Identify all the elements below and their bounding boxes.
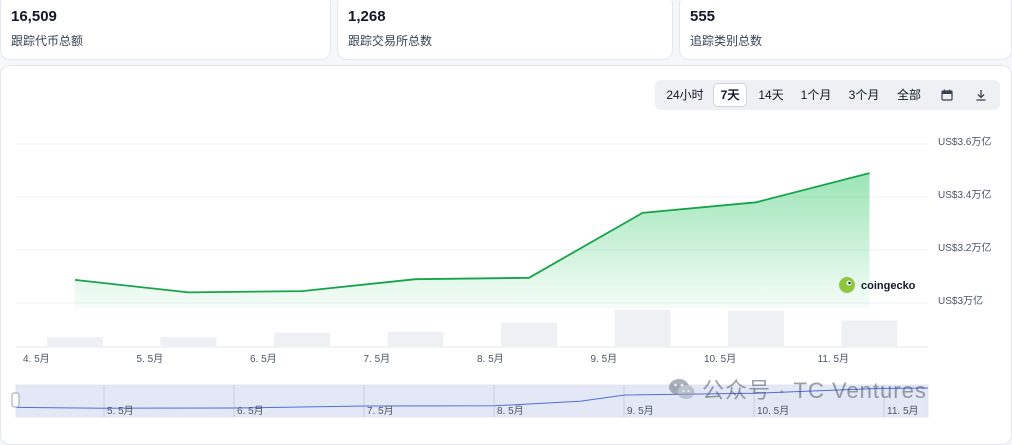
y-tick-label: US$3万亿 bbox=[938, 294, 983, 307]
y-tick-label: US$3.6万亿 bbox=[938, 135, 991, 148]
coingecko-logo-text: coingecko bbox=[861, 280, 916, 292]
stat-card-categories: 555 追踪类别总数 bbox=[679, 0, 1012, 60]
x-tick-label: 5. 5月 bbox=[137, 353, 164, 365]
download-button[interactable] bbox=[967, 83, 995, 107]
volume-bar bbox=[160, 337, 217, 347]
watermark: 公众号 · TC Ventures bbox=[668, 374, 927, 404]
market-cap-chart: US$3万亿 US$3.2万亿 US$3.4万亿 US$3.6万亿 4. 5月 5. 5… bbox=[11, 135, 991, 418]
stat-value: 1,268 bbox=[348, 8, 386, 25]
calendar-button[interactable] bbox=[933, 83, 961, 107]
range-all-button[interactable]: 全部 bbox=[896, 88, 921, 102]
y-tick-label: US$3.4万亿 bbox=[938, 188, 991, 201]
navigator-tick-label: 9. 5月 bbox=[627, 405, 654, 417]
x-tick-label: 6. 5月 bbox=[250, 353, 277, 365]
range-3m-button[interactable]: 3个月 bbox=[848, 88, 880, 102]
coingecko-logo-icon bbox=[839, 277, 855, 293]
x-tick-label: 10. 5月 bbox=[704, 353, 736, 365]
stat-value: 16,509 bbox=[11, 8, 57, 25]
market-cap-line bbox=[74, 172, 870, 294]
stat-label: 跟踪交易所总数 bbox=[348, 34, 433, 48]
y-tick-label: US$3.2万亿 bbox=[938, 241, 991, 254]
navigator-tick-label: 7. 5月 bbox=[367, 405, 394, 417]
volume-bar bbox=[274, 332, 330, 347]
stat-label: 追踪类别总数 bbox=[690, 34, 763, 48]
navigator-tick-label: 5. 5月 bbox=[107, 405, 134, 417]
volume-bar bbox=[501, 322, 557, 347]
x-tick-label: 4. 5月 bbox=[23, 353, 50, 365]
range-navigator[interactable]: 5. 5月 6. 5月 7. 5月 8. 5月 9. 5月 10. 5月 11. 5月 bbox=[11, 384, 929, 418]
coingecko-logo: coingecko bbox=[839, 277, 916, 293]
volume-bar bbox=[841, 320, 898, 347]
x-tick-label: 7. 5月 bbox=[364, 353, 391, 365]
range-7d-button[interactable]: 7天 bbox=[713, 83, 747, 107]
watermark-text: 公众号 · TC Ventures bbox=[702, 378, 927, 403]
stat-value: 555 bbox=[690, 8, 716, 25]
stat-card-exchanges: 1,268 跟踪交易所总数 bbox=[337, 0, 673, 60]
range-24h-button[interactable]: 24小时 bbox=[666, 88, 704, 102]
x-tick-label: 9. 5月 bbox=[591, 353, 618, 365]
volume-bar bbox=[728, 310, 784, 347]
market-cap-area bbox=[75, 173, 870, 308]
x-tick-label: 11. 5月 bbox=[818, 353, 850, 365]
volume-bar bbox=[47, 337, 103, 347]
volume-bar bbox=[614, 309, 671, 347]
navigator-tick-label: 10. 5月 bbox=[757, 405, 789, 417]
x-tick-label: 8. 5月 bbox=[477, 353, 504, 365]
navigator-tick-label: 6. 5月 bbox=[237, 405, 264, 417]
range-14d-button[interactable]: 14天 bbox=[758, 88, 784, 102]
stat-card-tokens: 16,509 跟踪代币总额 bbox=[0, 0, 331, 60]
volume-bar bbox=[387, 331, 444, 347]
calendar-icon bbox=[941, 89, 953, 101]
wechat-icon bbox=[669, 379, 695, 399]
navigator-left-handle[interactable] bbox=[11, 392, 20, 408]
stat-label: 跟踪代币总额 bbox=[11, 34, 84, 48]
navigator-line bbox=[15, 387, 929, 409]
navigator-tick-label: 11. 5月 bbox=[887, 405, 919, 417]
time-range-selector: 24小时 7天 14天 1个月 3个月 全部 bbox=[655, 80, 1000, 110]
navigator-selection[interactable] bbox=[16, 385, 928, 417]
navigator-tick-label: 8. 5月 bbox=[497, 405, 524, 417]
range-1m-button[interactable]: 1个月 bbox=[800, 88, 832, 102]
download-icon bbox=[976, 90, 986, 101]
